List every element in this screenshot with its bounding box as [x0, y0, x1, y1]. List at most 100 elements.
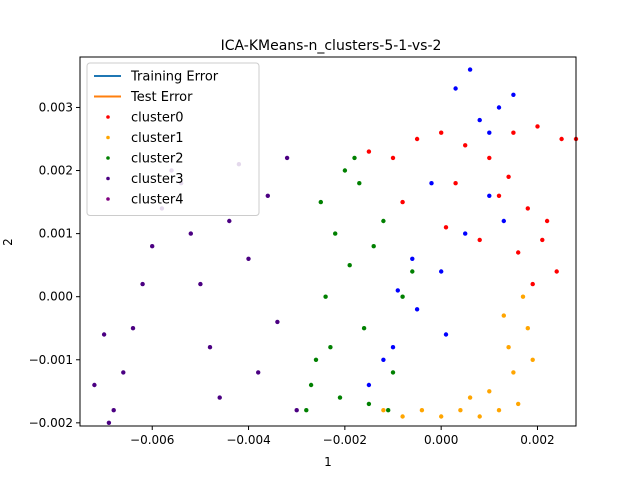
data-point-cluster3-9 [188, 231, 193, 236]
data-point-cluster1-4 [458, 408, 463, 413]
data-point-cluster4-12 [453, 86, 458, 91]
data-point-cluster4-6 [511, 92, 516, 98]
y-tick-label: 0.000 [39, 290, 73, 304]
data-point-cluster3-2 [121, 370, 126, 375]
data-point-cluster1-3 [439, 414, 444, 419]
data-point-cluster0-4 [463, 143, 468, 148]
data-point-cluster4-15 [395, 288, 400, 293]
data-point-cluster1-12 [501, 313, 506, 318]
data-point-cluster1-14 [487, 389, 492, 394]
data-point-cluster0-12 [496, 193, 502, 198]
data-point-cluster1-6 [496, 408, 502, 413]
data-point-cluster3-15 [246, 256, 251, 261]
data-point-cluster4-16 [443, 332, 449, 337]
data-point-cluster4-5 [487, 193, 492, 198]
data-point-cluster2-2 [323, 294, 328, 299]
data-point-cluster0-3 [439, 130, 444, 135]
data-point-cluster1-7 [516, 401, 521, 407]
data-point-cluster0-11 [453, 181, 458, 186]
data-point-cluster2-18 [410, 269, 415, 274]
data-point-cluster4-0 [366, 382, 372, 388]
data-point-cluster4-17 [501, 218, 506, 224]
chart-title: ICA-KMeans-n_clusters-5-1-vs-2 [221, 38, 442, 54]
data-point-cluster4-8 [429, 181, 434, 186]
data-point-cluster0-17 [554, 269, 559, 274]
data-point-cluster2-5 [352, 155, 357, 161]
series-cluster4 [366, 67, 516, 388]
data-point-cluster0-19 [530, 281, 535, 287]
data-point-cluster2-9 [390, 370, 396, 375]
legend-label: cluster2 [131, 152, 183, 167]
legend-marker-swatch [106, 135, 110, 140]
data-point-cluster1-8 [525, 326, 530, 331]
data-point-cluster2-6 [361, 326, 367, 331]
legend-marker-swatch [106, 176, 110, 181]
data-point-cluster3-13 [227, 218, 232, 224]
data-point-cluster1-15 [467, 395, 473, 400]
x-tick-label: −0.004 [226, 433, 270, 447]
plot-frame [79, 56, 577, 427]
legend-marker-swatch [106, 115, 110, 119]
data-point-cluster0-6 [511, 130, 516, 135]
data-point-cluster4-14 [467, 67, 473, 72]
data-point-cluster3-16 [256, 370, 261, 375]
data-point-cluster0-7 [535, 124, 540, 129]
legend-label: cluster4 [131, 193, 183, 208]
data-point-cluster2-15 [308, 382, 314, 388]
data-point-cluster3-17 [265, 193, 270, 198]
data-point-cluster4-9 [477, 117, 482, 123]
y-tick-label: −0.001 [29, 353, 73, 367]
data-point-cluster0-20 [506, 174, 511, 179]
data-point-cluster3-3 [130, 326, 136, 331]
data-point-cluster3-20 [294, 408, 299, 413]
data-point-cluster3-10 [198, 281, 203, 287]
data-point-cluster2-8 [381, 218, 386, 224]
data-point-cluster1-9 [506, 345, 511, 350]
data-point-cluster3-0 [106, 420, 112, 425]
data-point-cluster3-5 [150, 244, 155, 249]
data-point-cluster1-1 [400, 414, 405, 419]
data-point-cluster0-13 [525, 206, 530, 211]
x-tick-label: −0.006 [130, 433, 174, 447]
data-point-cluster1-2 [419, 408, 425, 413]
data-point-cluster0-10 [400, 199, 405, 205]
data-point-cluster3-1 [111, 408, 116, 413]
data-point-cluster1-0 [381, 408, 386, 413]
data-point-cluster2-17 [400, 294, 405, 299]
data-point-cluster3-22 [101, 332, 107, 337]
data-point-cluster2-1 [313, 357, 319, 362]
legend-label: cluster0 [131, 111, 183, 126]
data-point-cluster1-11 [511, 370, 516, 375]
data-point-cluster4-11 [410, 256, 415, 261]
data-point-cluster2-7 [371, 244, 376, 249]
y-axis: −0.002 −0.001 0.000 0.001 0.002 0.003 [29, 100, 80, 430]
series-cluster1 [381, 294, 535, 419]
data-point-cluster0-14 [544, 218, 550, 224]
data-point-cluster0-5 [487, 155, 492, 161]
data-point-cluster2-19 [386, 408, 391, 413]
legend-label: cluster3 [131, 172, 183, 187]
legend-marker-swatch [106, 156, 110, 160]
data-point-cluster4-3 [439, 269, 444, 274]
data-point-cluster3-19 [284, 155, 290, 161]
data-point-cluster0-0 [366, 149, 372, 154]
legend-marker-swatch [106, 197, 110, 201]
data-point-cluster0-18 [443, 225, 449, 230]
data-point-cluster0-21 [540, 237, 545, 243]
data-point-cluster1-5 [477, 414, 482, 419]
data-point-cluster2-4 [342, 168, 348, 173]
data-point-cluster1-10 [520, 294, 526, 299]
data-point-cluster2-13 [328, 345, 333, 350]
y-tick-label: 0.003 [39, 100, 73, 114]
data-point-cluster0-15 [477, 237, 482, 243]
data-point-cluster0-2 [414, 136, 420, 142]
data-point-cluster2-0 [304, 408, 309, 413]
y-tick-label: 0.001 [39, 227, 73, 241]
x-tick-label: 0.000 [424, 433, 458, 447]
legend-box [86, 62, 260, 216]
data-point-cluster4-10 [496, 105, 502, 110]
data-point-cluster0-8 [559, 136, 564, 142]
data-point-cluster2-10 [318, 199, 323, 205]
data-point-cluster2-11 [337, 395, 343, 400]
